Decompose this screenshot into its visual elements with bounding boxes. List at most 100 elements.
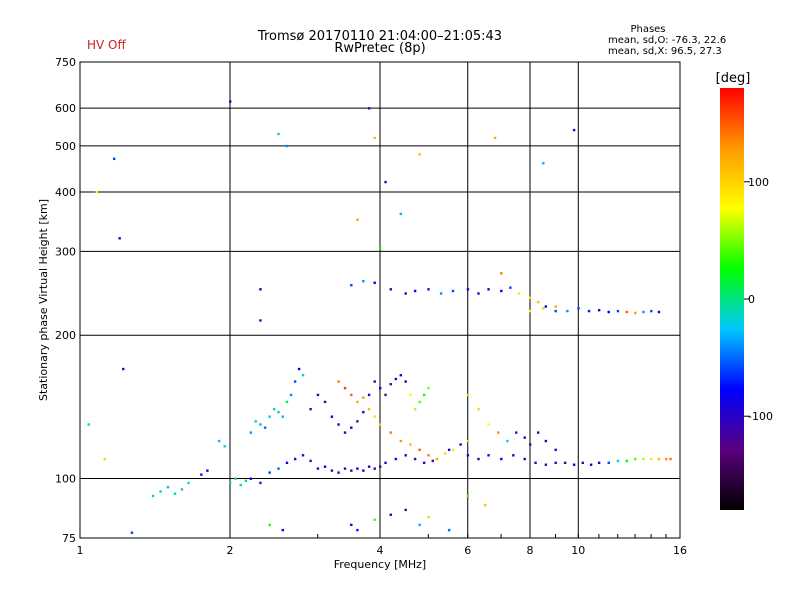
data-point — [95, 190, 99, 194]
data-point — [607, 461, 610, 465]
data-point — [427, 454, 430, 457]
data-point — [343, 431, 347, 434]
data-point — [477, 407, 480, 411]
data-point — [229, 481, 232, 485]
data-point — [431, 459, 434, 463]
data-point — [418, 448, 421, 452]
data-point — [523, 457, 526, 461]
data-point — [379, 465, 382, 468]
x-tick-label: 2 — [227, 544, 234, 557]
data-point — [413, 289, 417, 293]
data-point — [399, 374, 403, 377]
data-point — [389, 288, 392, 291]
data-point — [373, 467, 376, 470]
data-point — [650, 309, 653, 313]
hv-status: HV Off — [87, 38, 126, 52]
data-point — [459, 443, 462, 446]
colorbar-tick-label: -100 — [748, 410, 773, 423]
colorbar — [720, 88, 744, 510]
data-point — [259, 288, 262, 291]
colorbar-tick-label: 100 — [748, 176, 769, 189]
data-point — [239, 483, 242, 487]
data-point — [477, 292, 480, 295]
data-point — [362, 469, 365, 472]
data-point — [373, 136, 376, 140]
data-point — [343, 386, 347, 390]
data-point — [512, 454, 515, 457]
data-point — [657, 457, 661, 461]
data-point — [413, 407, 417, 411]
data-point — [496, 431, 500, 434]
data-point — [268, 471, 271, 474]
stats-x-mode: mean, sd,X: 96.5, 27.3 — [608, 46, 722, 57]
x-tick-label: 8 — [527, 544, 534, 557]
data-point — [389, 431, 392, 434]
data-point — [316, 393, 320, 397]
data-point — [404, 454, 407, 457]
data-point — [373, 518, 376, 521]
data-point — [669, 457, 672, 461]
data-point — [356, 467, 359, 470]
data-point — [427, 288, 430, 291]
data-point — [534, 461, 537, 465]
data-point — [373, 281, 376, 284]
data-point — [350, 523, 353, 527]
data-point — [281, 528, 284, 532]
data-point — [367, 407, 371, 411]
data-point — [350, 284, 353, 287]
data-point — [293, 457, 297, 461]
data-point — [394, 457, 398, 461]
data-point — [384, 461, 387, 465]
data-point — [577, 307, 580, 310]
data-point — [399, 439, 403, 443]
data-point — [597, 461, 601, 465]
data-point — [451, 289, 455, 293]
data-point — [554, 448, 557, 452]
data-point — [409, 393, 412, 397]
data-point — [493, 136, 497, 140]
x-axis-label: Frequency [MHz] — [334, 558, 426, 571]
data-point — [151, 494, 155, 498]
colorbar-tick-label: 0 — [748, 293, 755, 306]
colorbar-label: [deg] — [716, 71, 751, 86]
x-tick-label: 10 — [571, 544, 585, 557]
data-point — [581, 461, 584, 465]
data-point — [542, 162, 545, 165]
data-point — [418, 400, 421, 404]
data-point — [642, 310, 645, 314]
data-point — [587, 309, 591, 313]
data-point — [316, 467, 320, 470]
stats-title: Phases — [630, 24, 665, 35]
data-point — [379, 423, 382, 426]
data-point — [285, 144, 289, 148]
data-point — [356, 420, 359, 423]
data-point — [87, 423, 90, 426]
data-point — [484, 503, 487, 507]
data-point — [447, 528, 451, 532]
data-point — [500, 457, 503, 461]
data-point — [309, 407, 312, 411]
data-point — [404, 508, 407, 512]
x-tick-label: 1 — [77, 544, 84, 557]
data-point — [515, 431, 518, 434]
data-point — [293, 380, 297, 383]
data-point — [634, 311, 637, 315]
data-point — [229, 100, 232, 103]
data-point — [217, 439, 221, 443]
data-point — [422, 461, 426, 465]
data-point — [563, 461, 567, 465]
data-point — [277, 410, 280, 414]
data-point — [616, 309, 620, 313]
data-point — [285, 400, 289, 404]
data-point — [466, 494, 470, 498]
data-point — [112, 157, 116, 161]
data-point — [394, 377, 398, 381]
data-point — [500, 289, 503, 293]
data-point — [506, 439, 509, 443]
data-point — [118, 237, 121, 240]
data-point — [657, 310, 661, 314]
data-point — [350, 469, 353, 472]
data-point — [337, 471, 340, 474]
data-point — [554, 461, 557, 465]
